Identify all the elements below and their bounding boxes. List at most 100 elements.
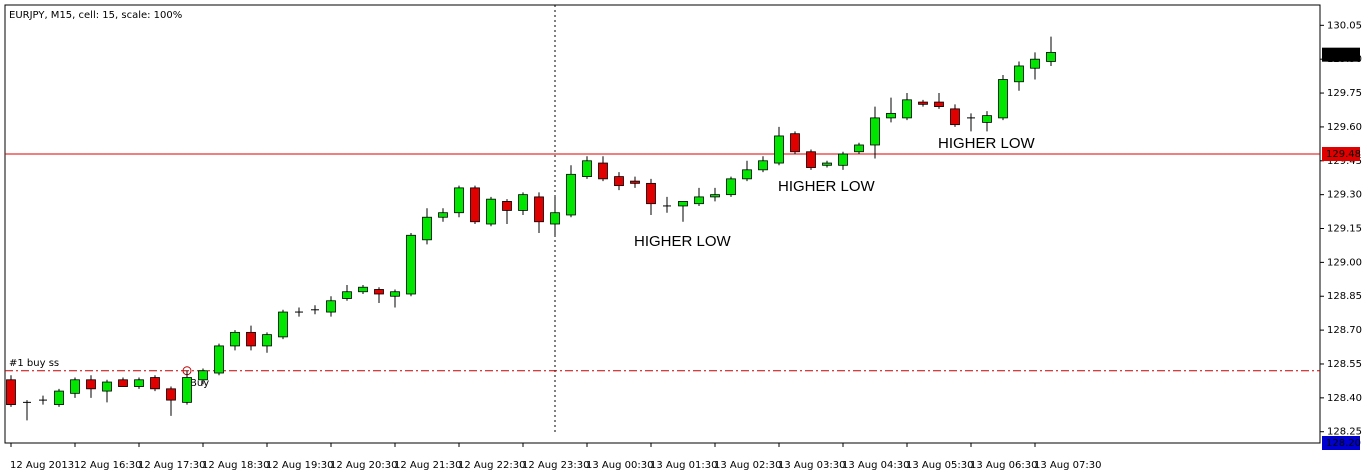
candle-body: [86, 379, 96, 390]
candle-body: [758, 160, 768, 171]
candle-body: [1046, 52, 1056, 62]
level-label-box: [1322, 436, 1360, 450]
x-tick-label: 12 Aug 16:30: [74, 460, 141, 471]
x-tick-label: 13 Aug 05:30: [906, 460, 973, 471]
level-label: 129.48: [1326, 149, 1361, 160]
y-tick-label: 130.05: [1327, 20, 1362, 31]
candle-body: [454, 187, 464, 214]
candle-body: [534, 196, 544, 223]
candle-body: [950, 108, 960, 126]
level-label-box: [1322, 147, 1360, 162]
x-tick-label: 13 Aug 02:30: [714, 460, 781, 471]
candle-body: [614, 176, 624, 187]
candle-body: [358, 286, 368, 293]
candle-body: [470, 187, 480, 223]
y-tick-label: 128.55: [1327, 359, 1362, 370]
candle-body: [502, 201, 512, 211]
candle-body: [166, 388, 176, 401]
annotation: HIGHER LOW: [778, 178, 876, 195]
candle-body: [790, 133, 800, 153]
annotation: HIGHER LOW: [634, 233, 732, 250]
candle-body: [150, 377, 160, 390]
candle-body: [742, 169, 752, 180]
y-tick-label: 128.40: [1327, 393, 1362, 404]
candle-body: [1014, 65, 1024, 83]
candle-body: [998, 79, 1008, 119]
candle-body: [182, 377, 192, 403]
x-tick-label: 12 Aug 18:30: [202, 460, 269, 471]
candle-body: [326, 300, 336, 313]
candle-body: [118, 379, 128, 387]
candle-body: [102, 381, 112, 392]
x-tick-label: 12 Aug 2013: [10, 460, 74, 471]
x-tick-label: 13 Aug 06:30: [970, 460, 1037, 471]
candle-body: [678, 201, 688, 207]
candle-body: [902, 99, 912, 119]
order-marker-label: Buy: [190, 378, 209, 389]
candle-body: [390, 291, 400, 297]
y-tick-label: 129.30: [1327, 190, 1362, 201]
candle-body: [342, 291, 352, 299]
last-price-box: [1322, 47, 1360, 62]
y-tick-label: 129.75: [1327, 88, 1362, 99]
y-tick-label: 129.60: [1327, 122, 1362, 133]
candle-body: [262, 334, 272, 347]
plot-frame: [4, 4, 1321, 444]
candle-body: [518, 194, 528, 211]
candle-body: [822, 162, 832, 166]
x-tick-label: 12 Aug 17:30: [138, 460, 205, 471]
order-text: #1 buy ss: [9, 358, 59, 369]
last-price-label: 129.92: [1326, 50, 1361, 61]
candle-body: [918, 101, 928, 105]
candle-body: [406, 234, 416, 295]
x-tick-label: 13 Aug 01:30: [650, 460, 717, 471]
y-tick-label: 129.00: [1327, 257, 1362, 268]
candle-body: [694, 196, 704, 205]
candle-body: [934, 101, 944, 107]
candle-body: [774, 135, 784, 164]
x-tick-label: 12 Aug 21:30: [394, 460, 461, 471]
candle-body: [278, 311, 288, 338]
candle-body: [982, 115, 992, 123]
candle-body: [710, 194, 720, 198]
x-tick-label: 12 Aug 23:30: [522, 460, 589, 471]
x-tick-label: 13 Aug 04:30: [842, 460, 909, 471]
y-tick-label: 129.45: [1327, 156, 1362, 167]
candle-body: [374, 289, 384, 295]
candle-body: [198, 370, 208, 381]
candle-body: [246, 331, 256, 347]
candle-body: [870, 117, 880, 146]
candle-body: [566, 173, 576, 216]
candle-body: [422, 216, 432, 241]
candle-body: [806, 151, 816, 168]
candle-body: [630, 180, 640, 184]
candle-body: [598, 162, 608, 180]
candle-body: [550, 212, 560, 225]
x-tick-label: 12 Aug 20:30: [330, 460, 397, 471]
candle-body: [646, 182, 656, 205]
annotation: HIGHER LOW: [938, 135, 1036, 152]
x-tick-label: 13 Aug 07:30: [1034, 460, 1101, 471]
y-tick-label: 128.85: [1327, 291, 1362, 302]
y-tick-label: 129.15: [1327, 224, 1362, 235]
candle-body: [726, 178, 736, 196]
candle-body: [838, 153, 848, 166]
chart-title: EURJPY, M15, cell: 15, scale: 100%: [9, 10, 182, 21]
candle-body: [438, 212, 448, 218]
candle-body: [230, 331, 240, 347]
candle-body: [214, 345, 224, 374]
x-tick-label: 13 Aug 00:30: [586, 460, 653, 471]
candle-body: [134, 379, 144, 387]
candle-body: [54, 390, 64, 406]
candle-body: [582, 160, 592, 177]
candle-body: [1030, 58, 1040, 69]
x-tick-label: 12 Aug 19:30: [266, 460, 333, 471]
candle-body: [886, 112, 896, 119]
candle-body: [854, 144, 864, 153]
y-tick-label: 128.70: [1327, 325, 1362, 336]
level-label: 128.20: [1326, 438, 1361, 449]
x-tick-label: 12 Aug 22:30: [458, 460, 525, 471]
candle-body: [70, 379, 80, 394]
x-tick-label: 13 Aug 03:30: [778, 460, 845, 471]
